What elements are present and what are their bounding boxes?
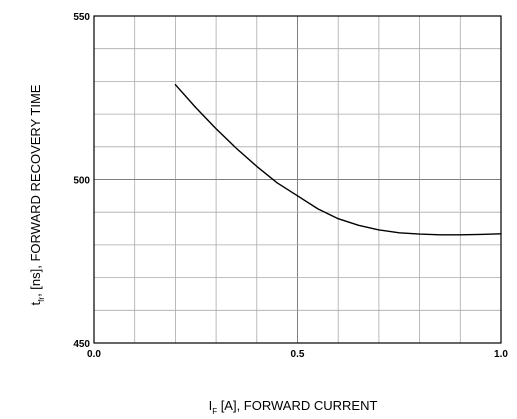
series-line-1 bbox=[174, 83, 502, 236]
y-tick-label: 450 bbox=[73, 339, 90, 350]
y-tick-label: 500 bbox=[73, 176, 90, 187]
grid bbox=[93, 15, 502, 344]
y-tick-label: 550 bbox=[73, 12, 90, 23]
plot-area bbox=[174, 83, 502, 236]
y-axis-label: tfr, [ns], FORWARD RECOVERY TIME bbox=[28, 84, 46, 305]
tick-labels: 0.0 0.5 1.0 450 500 550 bbox=[73, 12, 508, 360]
x-tick-label: 0.0 bbox=[87, 349, 101, 360]
x-tick-label: 1.0 bbox=[494, 349, 508, 360]
x-axis-label: IF [A], FORWARD CURRENT bbox=[209, 398, 378, 416]
x-tick-label: 0.5 bbox=[291, 349, 305, 360]
plot-frame bbox=[93, 15, 502, 344]
